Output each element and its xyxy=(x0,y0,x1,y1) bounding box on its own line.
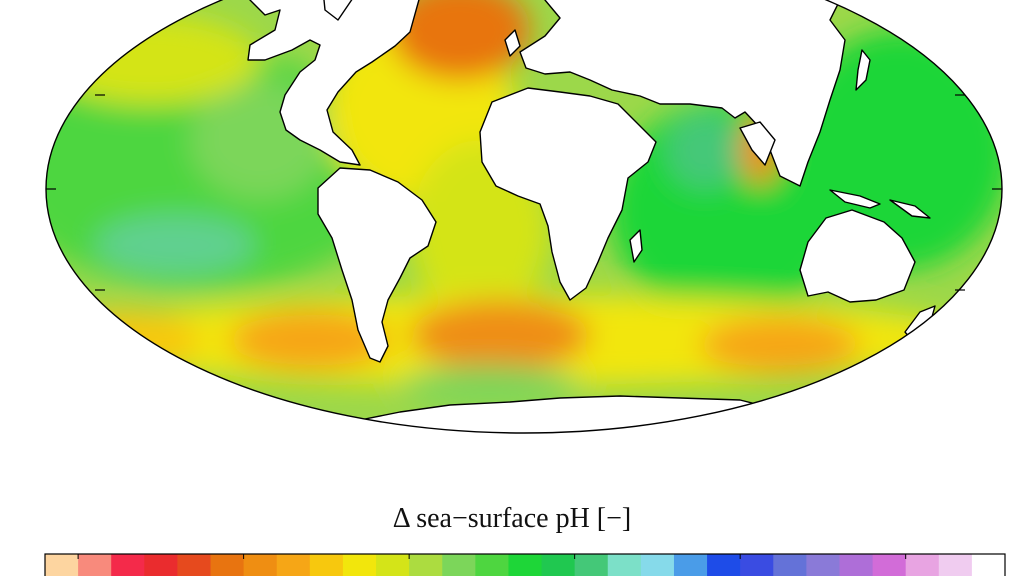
india xyxy=(739,121,776,166)
colorbar-swatch xyxy=(806,554,840,576)
australia xyxy=(799,209,916,303)
colorbar-swatch xyxy=(508,554,543,576)
colorbar-swatch xyxy=(442,554,476,576)
colorbar-swatch xyxy=(773,554,807,576)
colorbar-swatch xyxy=(376,554,410,576)
south-america xyxy=(317,167,437,363)
colorbar-swatch xyxy=(177,554,212,576)
japan xyxy=(855,49,871,91)
colorbar-swatch xyxy=(210,554,245,576)
graticule-ticks xyxy=(46,94,1002,291)
colorbar-swatch xyxy=(475,554,509,576)
colorbar-swatch xyxy=(276,554,311,576)
colorbar-swatch xyxy=(574,554,609,576)
colorbar-swatch xyxy=(409,554,443,576)
british-isles xyxy=(504,29,521,57)
pH-change-map xyxy=(45,0,1003,434)
colorbar-swatch xyxy=(839,554,874,576)
colorbar-swatch xyxy=(905,554,940,576)
colorbar-swatch xyxy=(342,554,377,576)
colorbar-swatch xyxy=(541,554,576,576)
colorbar-border xyxy=(44,553,1006,576)
colorbar-swatch xyxy=(872,554,907,576)
continents xyxy=(139,0,936,433)
colorbar-swatch xyxy=(640,554,675,576)
colorbar-swatch xyxy=(144,554,178,576)
greenland xyxy=(319,0,361,21)
madagascar xyxy=(629,229,643,263)
colorbar-swatch xyxy=(607,554,642,576)
indonesia xyxy=(829,189,881,209)
legend-title: Δ sea−surface pH [−] xyxy=(392,503,632,534)
colorbar-swatch xyxy=(78,554,112,576)
colorbar-swatch xyxy=(111,554,145,576)
colorbar-swatch xyxy=(309,554,344,576)
colorbar-swatch xyxy=(938,554,973,576)
ocean-ph-field xyxy=(46,0,1002,433)
colorbar-swatch xyxy=(45,554,79,576)
north-america xyxy=(149,0,431,166)
colorbar-swatch xyxy=(740,554,774,576)
africa xyxy=(479,87,657,301)
colorbar-swatch xyxy=(971,554,1006,576)
colorbar-swatch xyxy=(673,554,708,576)
colorbar xyxy=(44,553,1006,576)
colorbar-swatch xyxy=(243,554,278,576)
colorbar-swatch xyxy=(707,554,741,576)
